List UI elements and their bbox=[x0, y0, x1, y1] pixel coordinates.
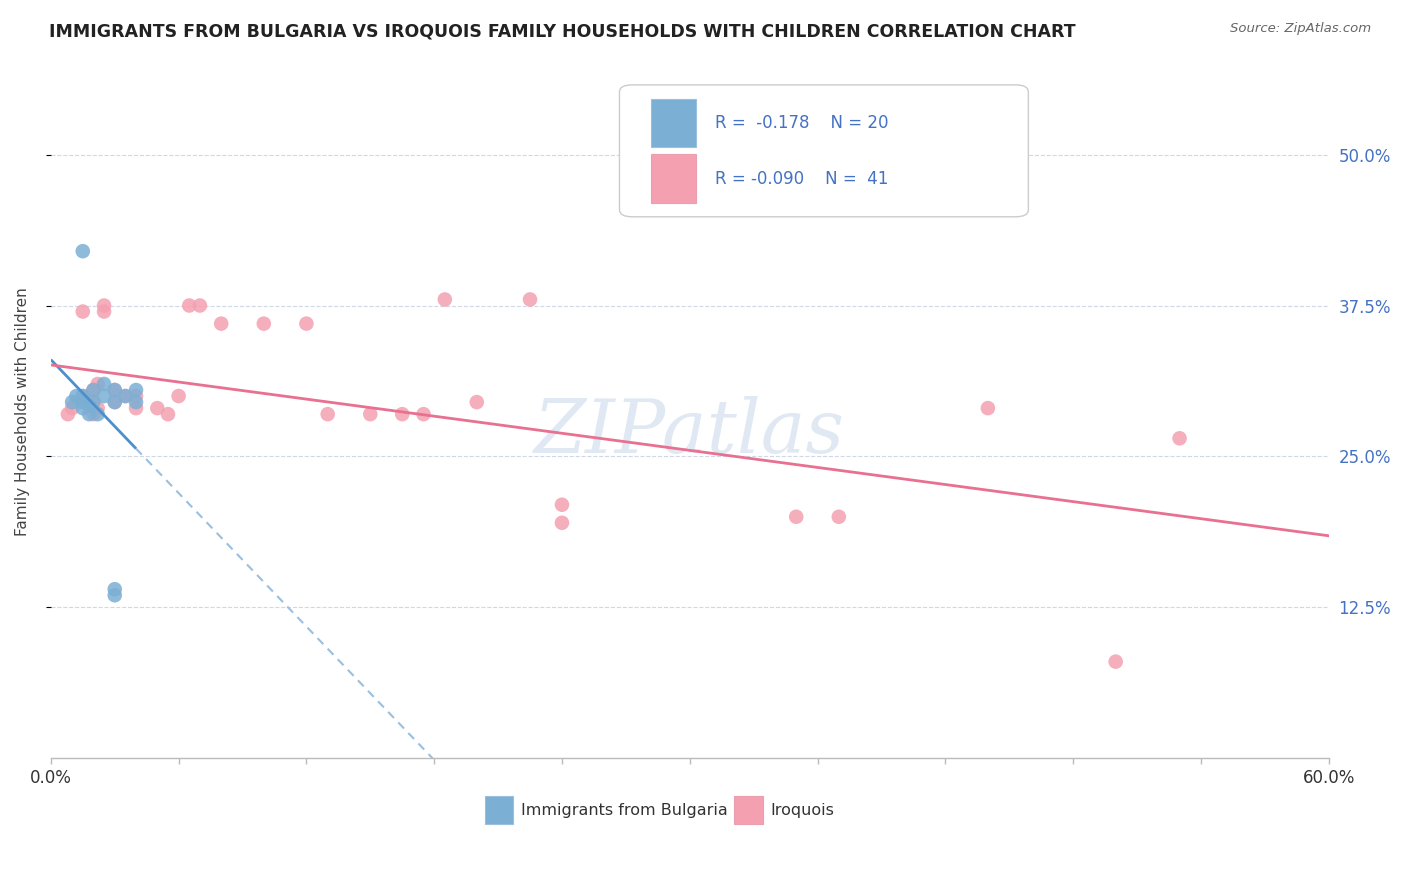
Point bbox=[519, 293, 541, 307]
Point bbox=[93, 389, 115, 403]
Text: Immigrants from Bulgaria: Immigrants from Bulgaria bbox=[522, 803, 728, 818]
Text: ZIPatlas: ZIPatlas bbox=[534, 396, 845, 468]
Point bbox=[60, 395, 83, 409]
Point bbox=[785, 509, 807, 524]
Point bbox=[72, 401, 94, 416]
Point bbox=[828, 509, 851, 524]
Point bbox=[104, 383, 127, 397]
Point bbox=[72, 395, 94, 409]
Bar bbox=[485, 797, 513, 824]
Point bbox=[551, 498, 574, 512]
Point bbox=[65, 389, 87, 403]
Point bbox=[114, 389, 136, 403]
Point bbox=[114, 389, 136, 403]
Point bbox=[125, 389, 148, 403]
Point bbox=[65, 395, 87, 409]
Point bbox=[93, 299, 115, 313]
Point bbox=[253, 317, 276, 331]
Point bbox=[125, 395, 148, 409]
Point bbox=[167, 389, 190, 403]
FancyBboxPatch shape bbox=[620, 85, 1028, 217]
Point bbox=[104, 395, 127, 409]
Point bbox=[125, 401, 148, 416]
Point bbox=[359, 407, 381, 421]
Text: Source: ZipAtlas.com: Source: ZipAtlas.com bbox=[1230, 22, 1371, 36]
Point bbox=[551, 516, 574, 530]
Point bbox=[86, 401, 108, 416]
Bar bbox=[651, 154, 696, 202]
Point bbox=[179, 299, 201, 313]
Y-axis label: Family Households with Children: Family Households with Children bbox=[15, 286, 30, 535]
Point bbox=[86, 376, 108, 391]
Point bbox=[82, 395, 104, 409]
Point bbox=[77, 389, 100, 403]
Point bbox=[188, 299, 211, 313]
Point bbox=[82, 407, 104, 421]
Point bbox=[104, 395, 127, 409]
Text: R = -0.090    N =  41: R = -0.090 N = 41 bbox=[716, 169, 889, 187]
Point bbox=[77, 395, 100, 409]
Point bbox=[72, 389, 94, 403]
Point bbox=[72, 304, 94, 318]
Text: Iroquois: Iroquois bbox=[770, 803, 834, 818]
Point bbox=[1105, 655, 1128, 669]
Point bbox=[104, 383, 127, 397]
Text: IMMIGRANTS FROM BULGARIA VS IROQUOIS FAMILY HOUSEHOLDS WITH CHILDREN CORRELATION: IMMIGRANTS FROM BULGARIA VS IROQUOIS FAM… bbox=[49, 22, 1076, 40]
Point bbox=[72, 389, 94, 403]
Point bbox=[433, 293, 456, 307]
Point bbox=[104, 582, 127, 597]
Point bbox=[465, 395, 488, 409]
Point bbox=[93, 304, 115, 318]
Point bbox=[209, 317, 232, 331]
Text: R =  -0.178    N = 20: R = -0.178 N = 20 bbox=[716, 114, 889, 132]
Point bbox=[316, 407, 339, 421]
Point bbox=[1168, 431, 1191, 445]
Point bbox=[93, 376, 115, 391]
Point bbox=[125, 383, 148, 397]
Point bbox=[77, 407, 100, 421]
Point bbox=[391, 407, 413, 421]
Point bbox=[82, 383, 104, 397]
Point bbox=[86, 407, 108, 421]
Bar bbox=[651, 99, 696, 147]
Point bbox=[56, 407, 79, 421]
Point bbox=[104, 588, 127, 602]
Point bbox=[77, 399, 100, 413]
Point bbox=[82, 395, 104, 409]
Point bbox=[977, 401, 1000, 416]
Point bbox=[60, 401, 83, 416]
Point bbox=[412, 407, 434, 421]
Point bbox=[156, 407, 179, 421]
Point bbox=[295, 317, 318, 331]
Point bbox=[82, 383, 104, 397]
Bar bbox=[734, 797, 762, 824]
Point bbox=[146, 401, 169, 416]
Point bbox=[72, 244, 94, 259]
